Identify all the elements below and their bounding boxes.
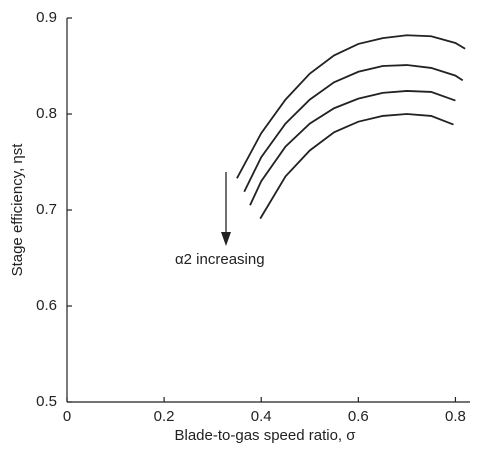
y-tick-label: 0.9 <box>36 9 57 26</box>
y-tick-label: 0.8 <box>36 105 57 122</box>
series-line <box>236 34 466 179</box>
x-tick-label: 0 <box>63 408 71 425</box>
series-line <box>243 64 464 193</box>
x-tick-label: 0.8 <box>445 408 466 425</box>
x-tick-label: 0.4 <box>251 408 272 425</box>
series-line <box>249 90 456 206</box>
x-tick-label: 0.2 <box>154 408 175 425</box>
series-line <box>259 113 454 220</box>
arrow-head <box>221 232 231 246</box>
x-axis-label: Blade-to-gas speed ratio, σ <box>174 427 356 444</box>
y-tick-label: 0.6 <box>36 297 57 314</box>
y-tick-label: 0.7 <box>36 201 57 218</box>
y-axis-label: Stage efficiency, ηst <box>9 143 26 277</box>
y-tick-label: 0.5 <box>36 393 57 410</box>
x-tick-label: 0.6 <box>348 408 369 425</box>
annotation: α2 increasing <box>175 251 265 268</box>
